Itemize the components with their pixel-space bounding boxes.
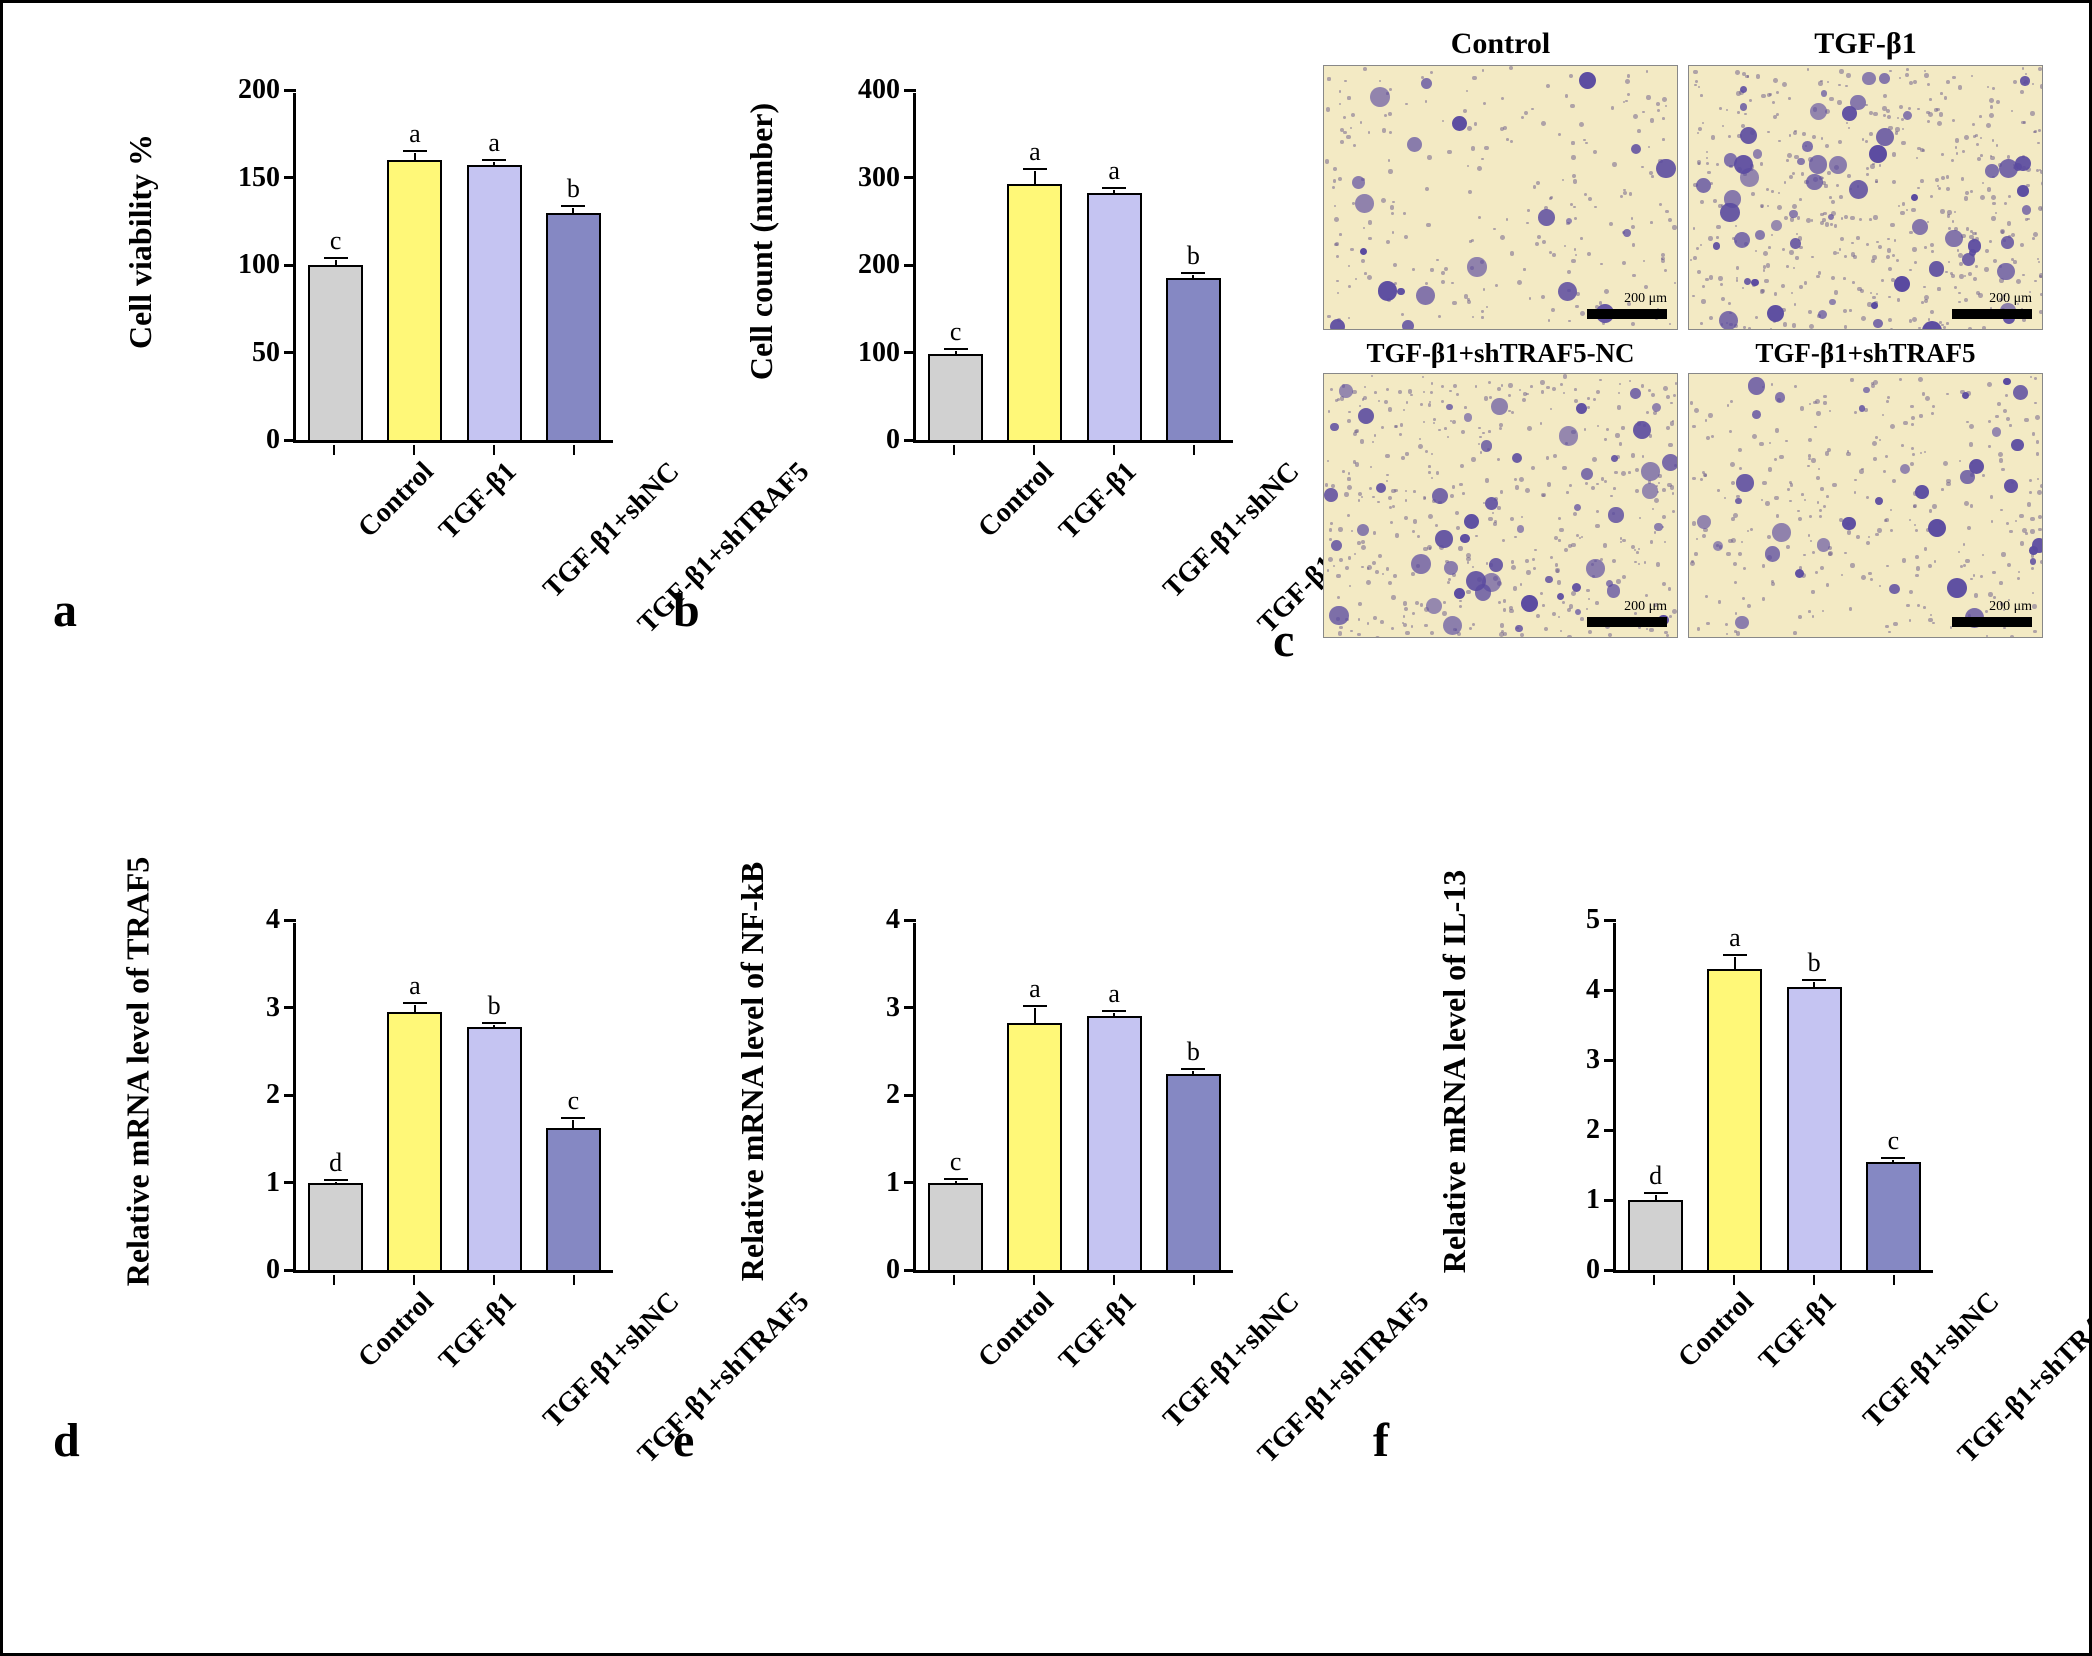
micro-image-tgfb1: 200 μm (1688, 65, 2043, 330)
chart-d: 01234dabcControlTGF-β1TGF-β1+shNCTGF-β1+… (203, 893, 623, 1313)
chart-f-ylabel: Relative mRNA level of IL-13 (1436, 870, 1473, 1273)
chart-d-ylabel: Relative mRNA level of TRAF5 (119, 857, 156, 1287)
chart-d-wrap: Relative mRNA level of TRAF5 01234dabcCo… (53, 853, 673, 1633)
chart-b-ylabel: Cell count (number) (743, 103, 780, 380)
micro-image-shtraf5: 200 μm (1688, 373, 2043, 638)
panel-letter-d: d (53, 1413, 80, 1468)
chart-e: 01234caabControlTGF-β1TGF-β1+shNCTGF-β1+… (823, 893, 1243, 1313)
chart-f-wrap: Relative mRNA level of IL-13 012345dabcC… (1373, 853, 1993, 1633)
chart-b: 0100200300400caabControlTGF-β1TGF-β1+shN… (823, 63, 1243, 483)
panel-letter-a: a (53, 583, 77, 638)
micro-title-shnc: TGF-β1+shTRAF5-NC (1323, 334, 1678, 373)
micro-image-control: 200 μm (1323, 65, 1678, 330)
chart-a-ylabel: Cell viability % (122, 134, 159, 349)
micro-image-shnc: 200 μm (1323, 373, 1678, 638)
panel-letter-f: f (1373, 1413, 1389, 1468)
chart-b-wrap: Cell count (number) 0100200300400caabCon… (673, 23, 1293, 773)
panel-letter-e: e (673, 1413, 694, 1468)
panel-letter-b: b (673, 583, 700, 638)
chart-a-wrap: Cell viability % 050100150200caabControl… (53, 23, 673, 773)
micro-title-control: Control (1323, 23, 1678, 65)
bottom-row: Relative mRNA level of TRAF5 01234dabcCo… (53, 853, 1993, 1633)
micro-title-tgfb1: TGF-β1 (1688, 23, 2043, 65)
microscopy-panel: Control 200 μm TGF-β1 200 μm TGF-β1+shTR… (1323, 23, 2043, 638)
panel-letter-c: c (1273, 613, 1294, 668)
chart-f: 012345dabcControlTGF-β1TGF-β1+shNCTGF-β1… (1523, 893, 1943, 1313)
chart-e-ylabel: Relative mRNA level of NF-kB (734, 862, 771, 1281)
top-row: Cell viability % 050100150200caabControl… (53, 23, 1293, 773)
chart-a: 050100150200caabControlTGF-β1TGF-β1+shNC… (203, 63, 623, 483)
micro-title-shtraf5: TGF-β1+shTRAF5 (1688, 334, 2043, 373)
chart-e-wrap: Relative mRNA level of NF-kB 01234caabCo… (673, 853, 1293, 1633)
